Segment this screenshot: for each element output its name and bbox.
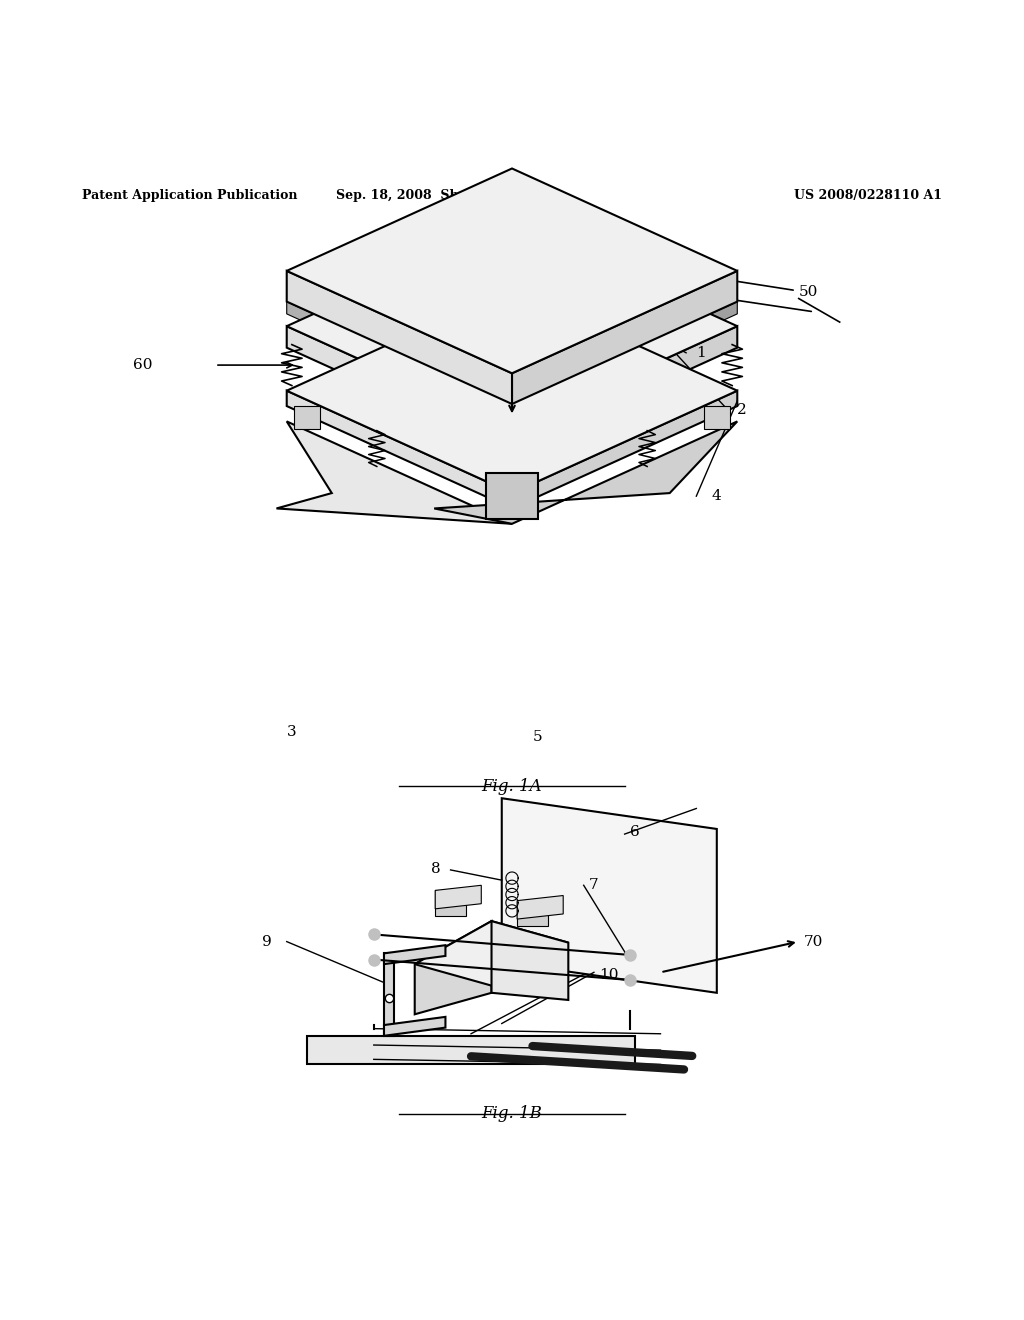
- Text: 4: 4: [712, 490, 722, 503]
- Text: 60: 60: [133, 358, 153, 372]
- Text: Fig. 1B: Fig. 1B: [481, 1105, 543, 1122]
- Text: 9: 9: [261, 935, 271, 949]
- Polygon shape: [512, 301, 737, 416]
- Polygon shape: [276, 421, 512, 524]
- Text: 5: 5: [532, 730, 542, 743]
- Polygon shape: [287, 169, 737, 374]
- Polygon shape: [512, 391, 737, 508]
- Polygon shape: [435, 891, 466, 916]
- Text: Sep. 18, 2008  Sheet 1 of 5: Sep. 18, 2008 Sheet 1 of 5: [336, 189, 524, 202]
- Text: Patent Application Publication: Patent Application Publication: [82, 189, 297, 202]
- Polygon shape: [384, 945, 445, 964]
- Text: 2: 2: [737, 403, 748, 417]
- Polygon shape: [384, 953, 394, 1036]
- Polygon shape: [287, 301, 512, 416]
- Polygon shape: [517, 900, 548, 927]
- Polygon shape: [295, 407, 321, 429]
- Polygon shape: [415, 921, 492, 1014]
- Polygon shape: [502, 799, 717, 993]
- Text: 70: 70: [804, 935, 823, 949]
- Polygon shape: [415, 921, 568, 986]
- Text: 3: 3: [287, 725, 296, 739]
- Text: 6: 6: [630, 825, 640, 840]
- Polygon shape: [486, 473, 538, 519]
- Text: US 2008/0228110 A1: US 2008/0228110 A1: [794, 189, 942, 202]
- Polygon shape: [307, 1036, 635, 1064]
- Polygon shape: [287, 224, 737, 429]
- Text: 50: 50: [674, 269, 818, 300]
- Polygon shape: [705, 407, 729, 429]
- Polygon shape: [384, 1016, 445, 1036]
- Text: 1: 1: [696, 346, 707, 360]
- Polygon shape: [492, 921, 568, 1001]
- Polygon shape: [512, 271, 737, 404]
- Polygon shape: [517, 895, 563, 919]
- Polygon shape: [435, 886, 481, 909]
- Polygon shape: [434, 421, 737, 524]
- Text: 8: 8: [431, 862, 440, 876]
- Polygon shape: [287, 271, 512, 404]
- Polygon shape: [512, 326, 737, 450]
- Polygon shape: [287, 391, 512, 508]
- Text: Fig. 1A: Fig. 1A: [481, 777, 543, 795]
- Polygon shape: [287, 199, 737, 404]
- Text: 7: 7: [589, 878, 598, 892]
- Polygon shape: [287, 326, 512, 450]
- Text: 10: 10: [599, 969, 618, 982]
- Polygon shape: [287, 288, 737, 494]
